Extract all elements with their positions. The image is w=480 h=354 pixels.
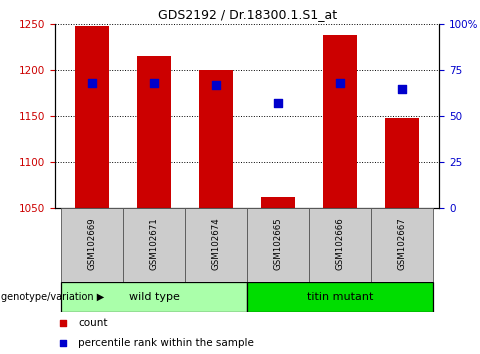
Text: wild type: wild type bbox=[129, 292, 180, 302]
Bar bbox=[247, 208, 309, 282]
Bar bbox=[261, 197, 295, 208]
Text: titin mutant: titin mutant bbox=[307, 292, 373, 302]
Bar bbox=[309, 208, 371, 282]
Text: GSM102665: GSM102665 bbox=[274, 217, 283, 270]
Point bbox=[88, 80, 96, 86]
Bar bbox=[185, 208, 247, 282]
Text: GSM102674: GSM102674 bbox=[212, 217, 221, 270]
Bar bbox=[385, 118, 419, 208]
Text: count: count bbox=[78, 318, 108, 328]
Bar bbox=[199, 70, 233, 208]
Bar bbox=[371, 208, 433, 282]
Point bbox=[275, 101, 282, 106]
Point bbox=[398, 86, 406, 91]
Point bbox=[336, 80, 344, 86]
Point bbox=[150, 80, 158, 86]
Bar bbox=[75, 26, 109, 208]
Bar bbox=[61, 208, 123, 282]
Bar bbox=[247, 282, 433, 312]
Bar bbox=[61, 282, 247, 312]
Bar bbox=[323, 35, 357, 208]
Text: GSM102671: GSM102671 bbox=[150, 217, 159, 270]
Text: GSM102666: GSM102666 bbox=[336, 217, 345, 270]
Title: GDS2192 / Dr.18300.1.S1_at: GDS2192 / Dr.18300.1.S1_at bbox=[157, 8, 337, 22]
Text: percentile rank within the sample: percentile rank within the sample bbox=[78, 338, 254, 348]
Point bbox=[59, 320, 67, 326]
Point bbox=[59, 341, 67, 346]
Text: GSM102669: GSM102669 bbox=[88, 217, 97, 270]
Bar bbox=[137, 56, 171, 208]
Text: genotype/variation ▶: genotype/variation ▶ bbox=[1, 292, 104, 302]
Text: GSM102667: GSM102667 bbox=[397, 217, 407, 270]
Point bbox=[212, 82, 220, 88]
Bar bbox=[123, 208, 185, 282]
